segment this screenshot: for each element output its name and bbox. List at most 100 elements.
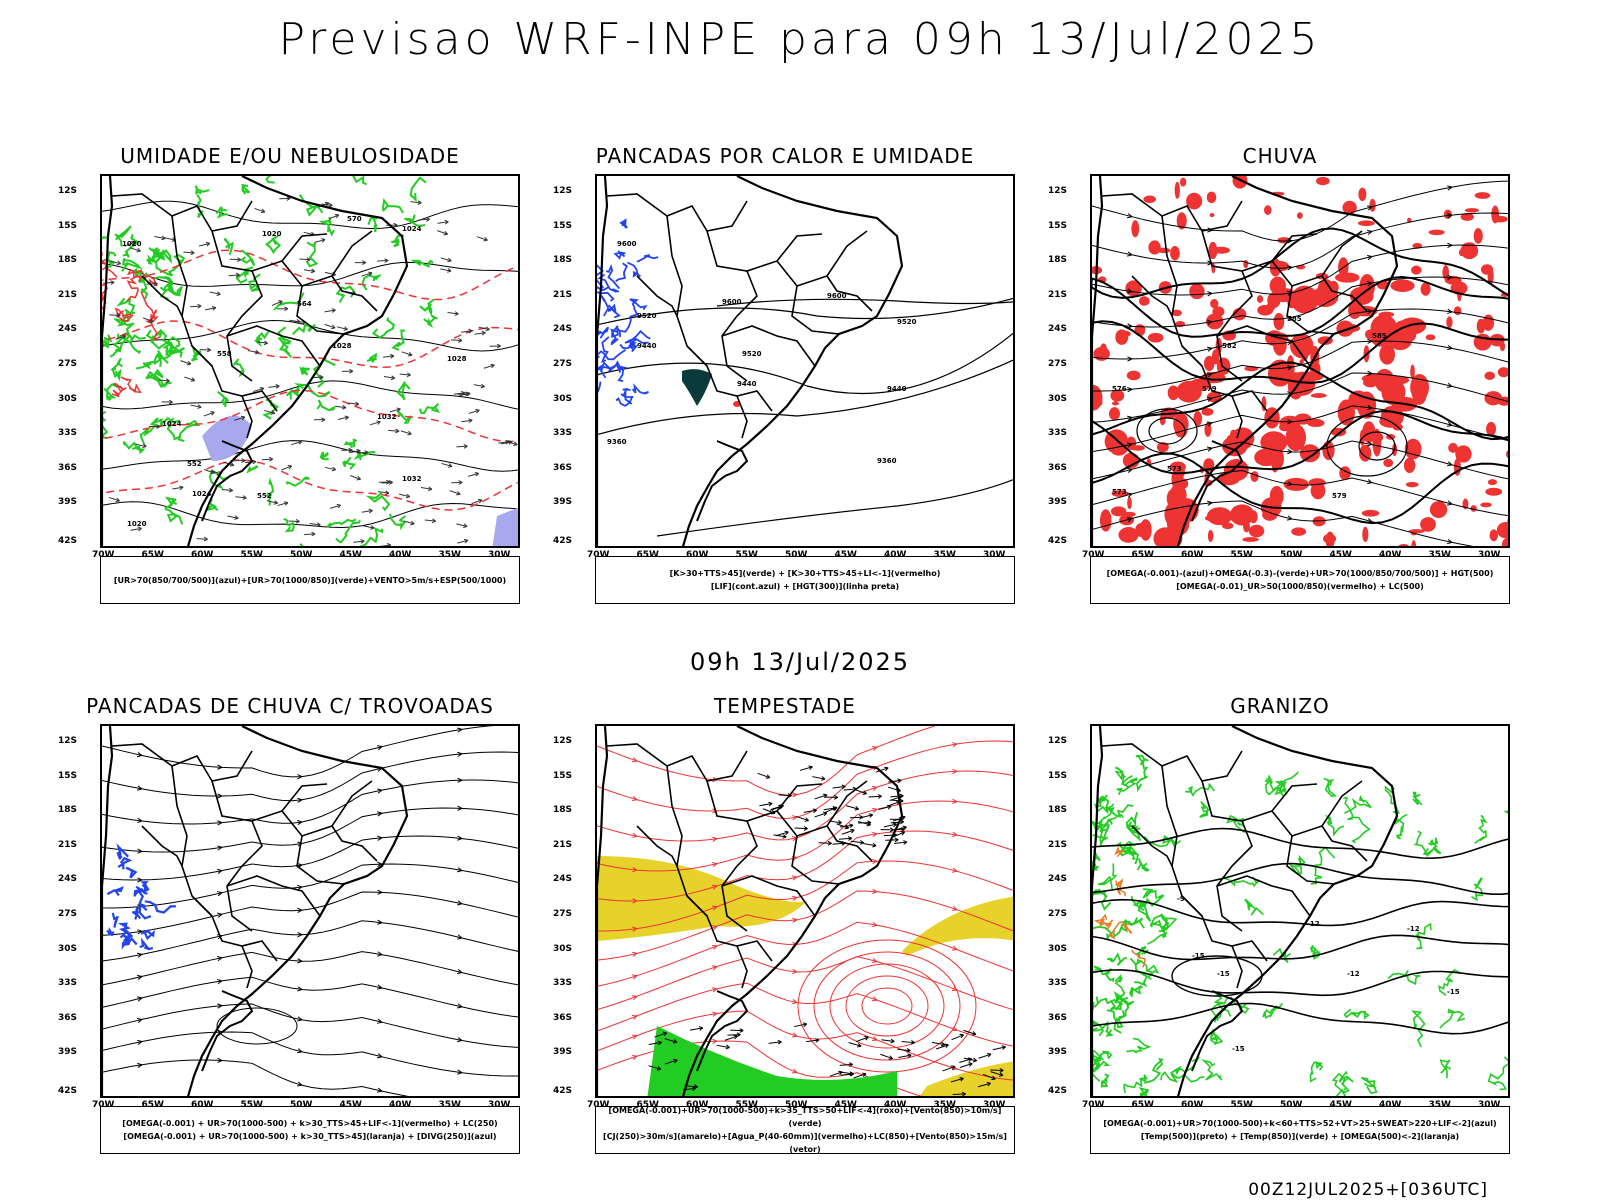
lat-tick-label: 12S [553, 186, 573, 196]
lat-tick-label: 30S [1048, 393, 1068, 404]
legend-line: [CJ(250)>30m/s](amarelo)+[Agua_P(40-60mm… [603, 1132, 1007, 1154]
lat-tick-label: 15S [1048, 220, 1068, 231]
lat-tick-label: 21S [58, 289, 78, 300]
lon-tick-label: 40W [1379, 1100, 1402, 1110]
lat-tick-label: 27S [1048, 909, 1068, 919]
lat-tick-label: 27S [553, 909, 573, 919]
lon-tick-label: 40W [389, 1100, 412, 1110]
lat-tick-label: 30S [553, 393, 573, 404]
contour-label: 1020 [262, 230, 282, 238]
lon-tick-label: 50W [1280, 550, 1303, 560]
lon-tick-label: 50W [290, 1100, 313, 1110]
lon-tick-label: 40W [389, 550, 412, 560]
panel-title: PANCADAS POR CALOR E UMIDADE [595, 144, 975, 168]
lat-tick-label: 18S [58, 805, 78, 816]
lon-tick-label: 30W [488, 550, 511, 560]
contour-label: 9520 [897, 318, 917, 326]
panel-title: CHUVA [1242, 144, 1318, 168]
lon-tick-label: 70W [92, 550, 115, 560]
contour-label: 573 [1167, 465, 1182, 473]
contour-label: 558 [217, 350, 232, 358]
legend-line: [UR>70(850/700/500)](azul)+[UR>70(1000/8… [113, 575, 507, 585]
contour-label: 564 [297, 300, 312, 308]
contour-label: 9440 [637, 342, 657, 350]
lon-tick-label: 70W [1082, 550, 1105, 560]
lon-tick-label: 60W [1181, 550, 1204, 560]
lat-tick-label: 18S [1048, 805, 1068, 816]
map-canvas: 1020 1020 1024 1028 1028 1032 1032 1024 1024 1020… [102, 176, 518, 546]
legend-line: [OMEGA(-0.001)+UR>70(1000-500)+k>35_TTS>… [608, 1106, 1002, 1128]
contour-label: 579 [1202, 385, 1217, 393]
lon-tick-label: 65W [636, 550, 659, 560]
lat-tick-label: 30S [58, 393, 78, 404]
lat-tick-label: 42S [1048, 536, 1068, 546]
contour-label: 9360 [607, 438, 627, 446]
lat-tick-label: 39S [1048, 497, 1068, 508]
lon-tick-label: 55W [240, 1100, 263, 1110]
lon-tick-label: 55W [735, 1100, 758, 1110]
contour-label: -9 [1177, 895, 1185, 903]
lat-tick-label: 12S [553, 736, 573, 746]
map-canvas: -9 -12 -12 -12 -15 -15 -15 -15 [1092, 726, 1508, 1096]
lat-tick-label: 36S [58, 462, 78, 473]
lat-tick-label: 18S [553, 255, 573, 266]
contour-label: 9600 [617, 240, 637, 248]
lon-tick-label: 50W [785, 1100, 808, 1110]
legend-line: [Temp(500)](preto) + [Temp(850)](verde) … [1140, 1132, 1460, 1141]
contour-label: -12 [1307, 920, 1320, 928]
lat-tick-label: 42S [553, 1086, 573, 1096]
lat-tick-label: 21S [1048, 839, 1068, 850]
lat-tick-label: 36S [58, 1012, 78, 1023]
lat-tick-label: 39S [553, 497, 573, 508]
contour-label: 582 [1222, 342, 1237, 350]
lat-tick-label: 24S [58, 874, 78, 885]
panel-title: TEMPESTADE [714, 694, 856, 718]
lat-tick-label: 27S [553, 359, 573, 369]
map-granizo: -9 -12 -12 -12 -15 -15 -15 -15 [1090, 724, 1510, 1098]
lat-tick-label: 24S [553, 874, 573, 885]
lon-tick-label: 35W [1428, 1100, 1451, 1110]
lat-tick-label: 36S [1048, 1012, 1068, 1023]
contour-label: 576 [1112, 385, 1127, 393]
contour-label: 9600 [827, 292, 847, 300]
lat-tick-label: 42S [1048, 1086, 1068, 1096]
contour-label: 1020 [127, 520, 147, 528]
lat-tick-label: 33S [1048, 428, 1068, 439]
lat-tick-label: 33S [553, 428, 573, 439]
contour-label: 1032 [377, 413, 397, 421]
contour-label: 579 [1332, 492, 1347, 500]
contour-label: 573 [1112, 488, 1127, 496]
lat-tick-label: 39S [58, 497, 78, 508]
lon-tick-label: 45W [339, 550, 362, 560]
map-canvas: 585 582 579 576 573 573 579 585 [1092, 176, 1508, 546]
lon-tick-label: 70W [1082, 1100, 1105, 1110]
lat-tick-label: 24S [1048, 324, 1068, 335]
lat-tick-label: 33S [58, 978, 78, 989]
panel-title: GRANIZO [1230, 694, 1330, 718]
lat-tick-label: 42S [58, 1086, 78, 1096]
lon-tick-label: 55W [1230, 1100, 1253, 1110]
lon-tick-label: 45W [1329, 550, 1352, 560]
contour-label: 1028 [332, 342, 352, 350]
legend-line: [OMEGA(-0.001)-(azul)+OMEGA(-0.3)-(verde… [1106, 569, 1494, 578]
contour-label: 585 [1372, 332, 1387, 340]
contour-label: 552 [257, 492, 272, 500]
lat-tick-label: 24S [553, 324, 573, 335]
lat-tick-label: 30S [1048, 943, 1068, 954]
lat-tick-label: 33S [1048, 978, 1068, 989]
lat-tick-label: 15S [58, 220, 78, 231]
lat-tick-label: 12S [1048, 736, 1068, 746]
lon-tick-label: 45W [834, 550, 857, 560]
lon-tick-label: 30W [1478, 1100, 1501, 1110]
lat-tick-label: 15S [553, 220, 573, 231]
panel-legend: [OMEGA(-0.001)+UR>70(1000-500)+k<60+TTS>… [1090, 1106, 1510, 1154]
legend-line: [LIF](cont.azul) + [HGT(300)](linha pret… [710, 582, 900, 591]
lon-tick-label: 60W [686, 550, 709, 560]
lon-tick-label: 45W [834, 1100, 857, 1110]
contour-label: 570 [347, 215, 362, 223]
lon-tick-label: 65W [141, 550, 164, 560]
lon-tick-label: 40W [1379, 550, 1402, 560]
lon-tick-label: 65W [1131, 550, 1154, 560]
lon-tick-label: 60W [191, 550, 214, 560]
lon-tick-label: 65W [141, 1100, 164, 1110]
